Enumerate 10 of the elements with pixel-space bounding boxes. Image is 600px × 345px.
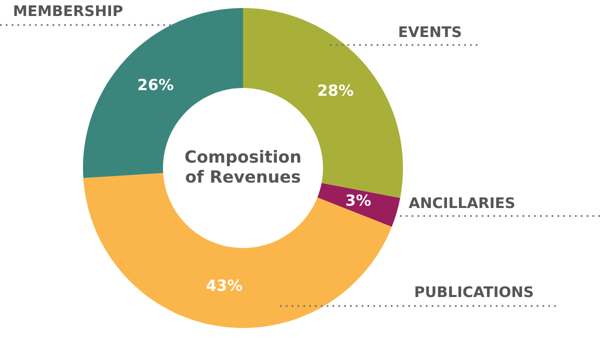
data-label: 28% [318,84,354,96]
data-label: 43% [206,279,242,291]
text: Composition of Revenues [185,150,300,183]
data-label: 3% [346,194,371,206]
slice-label: ANCILLARIES [408,197,514,208]
slice-label: EVENTS [399,26,461,38]
slice-label: MEMBERSHIP [14,5,122,16]
donut-slice [317,182,400,227]
slice-label: PUBLICATIONS [415,286,533,298]
data-label: 26% [138,78,174,90]
